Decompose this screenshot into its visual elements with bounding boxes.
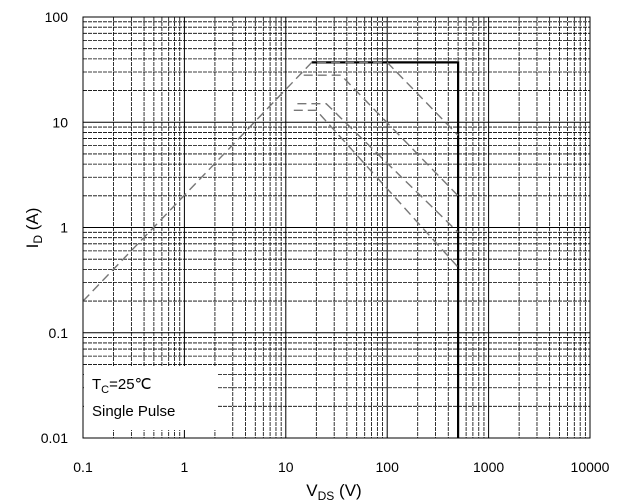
x-tick-label: 100 — [376, 459, 400, 475]
annotation-box — [84, 366, 217, 430]
soa-dashed-line-3 — [297, 102, 459, 233]
y-axis-label: ID (A) — [23, 208, 45, 249]
x-tick-labels: 0.1 1 10 100 1000 10000 — [73, 459, 609, 475]
series-layer — [82, 61, 460, 438]
x-tick-label: 0.1 — [73, 459, 93, 475]
y-tick-label: 1 — [60, 220, 68, 236]
plot-frame — [82, 16, 591, 439]
x-tick-label: 1000 — [473, 459, 504, 475]
y-tick-label: 0.1 — [49, 325, 69, 341]
x-axis-label: VDS (V) — [306, 481, 361, 502]
y-tick-label: 0.01 — [41, 430, 68, 446]
soa-dashed-line-4 — [293, 109, 459, 268]
y-tick-label: 10 — [52, 114, 68, 130]
x-tick-label: 10000 — [571, 459, 610, 475]
annotation-line-2: Single Pulse — [92, 403, 175, 420]
y-tick-labels: 0.01 0.1 1 10 100 — [41, 9, 68, 446]
annotation-line-1: TC=25℃ — [92, 376, 151, 396]
x-tick-label: 1 — [181, 459, 189, 475]
y-tick-label: 100 — [45, 9, 69, 25]
soa-dashed-line-1 — [82, 61, 459, 302]
x-tick-label: 10 — [278, 459, 294, 475]
